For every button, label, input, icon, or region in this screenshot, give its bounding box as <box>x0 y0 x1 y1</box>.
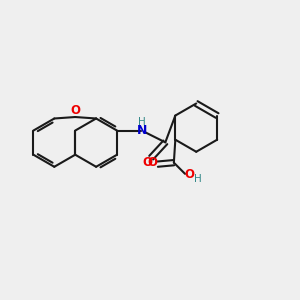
Text: O: O <box>143 157 153 169</box>
Text: H: H <box>138 117 146 127</box>
Text: O: O <box>70 104 80 117</box>
Text: H: H <box>194 174 201 184</box>
Text: O: O <box>184 168 194 181</box>
Text: O: O <box>147 156 158 169</box>
Text: N: N <box>137 124 147 137</box>
